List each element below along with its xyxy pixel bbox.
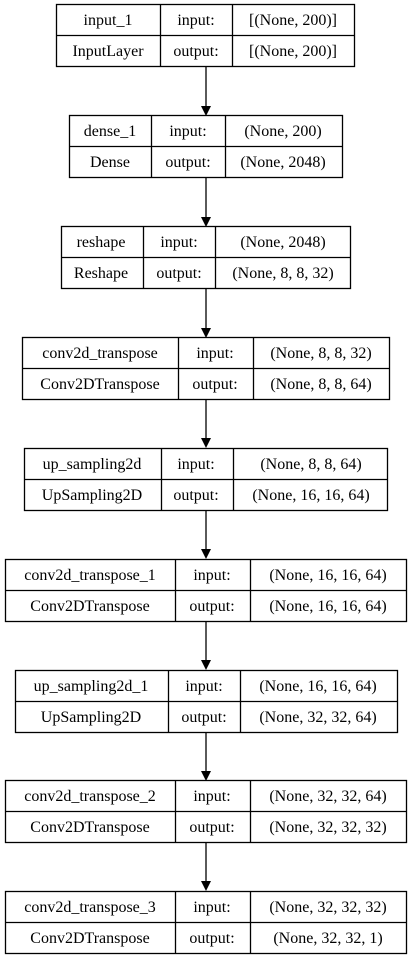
layer-type: Dense (90, 154, 130, 171)
layer-name: up_sampling2d (43, 456, 142, 473)
layer-type: Conv2DTranspose (30, 598, 149, 615)
output-label: output: (189, 819, 234, 836)
connection-arrow (201, 400, 211, 448)
layer-node-conv2d-transpose-2: conv2d_transpose_2 Conv2DTranspose input… (4, 779, 408, 844)
output-label: output: (189, 598, 234, 615)
input-shape: (None, 32, 32, 64) (269, 788, 386, 805)
layer-type: InputLayer (72, 43, 144, 60)
input-label: input: (193, 788, 230, 805)
layer-name: dense_1 (84, 123, 136, 140)
input-label: input: (196, 345, 233, 362)
connection-arrow (201, 733, 211, 781)
output-shape: (None, 8, 8, 32) (232, 265, 333, 282)
layer-name: conv2d_transpose_1 (24, 567, 156, 584)
input-label: input: (193, 899, 230, 916)
layer-name: input_1 (84, 12, 133, 29)
connection-arrow (201, 67, 211, 116)
layer-name: conv2d_transpose (42, 345, 158, 362)
output-shape: (None, 32, 32, 1) (273, 930, 382, 947)
layer-name: conv2d_transpose_3 (24, 899, 156, 916)
layer-type: UpSampling2D (41, 709, 141, 726)
output-shape: (None, 32, 32, 64) (259, 709, 376, 726)
output-label: output: (181, 709, 226, 726)
layer-node-input-1: input_1 InputLayer input: output: [(None… (55, 3, 356, 68)
output-label: output: (173, 487, 218, 504)
output-shape: (None, 16, 16, 64) (269, 598, 386, 615)
input-shape: (None, 200) (244, 123, 321, 140)
input-shape: (None, 2048) (240, 234, 325, 251)
layer-name: up_sampling2d_1 (34, 678, 149, 695)
layer-type: Conv2DTranspose (40, 376, 159, 393)
connection-arrow (201, 178, 211, 227)
output-shape: (None, 2048) (240, 154, 325, 171)
layer-type: Conv2DTranspose (30, 930, 149, 947)
input-shape: (None, 16, 16, 64) (259, 678, 376, 695)
layer-type: UpSampling2D (42, 487, 142, 504)
layer-type: Conv2DTranspose (30, 819, 149, 836)
output-shape: (None, 8, 8, 64) (270, 376, 371, 393)
output-shape: [(None, 200)] (249, 43, 337, 60)
input-shape: (None, 32, 32, 32) (269, 899, 386, 916)
input-shape: (None, 8, 8, 32) (270, 345, 371, 362)
connection-arrow (201, 843, 211, 891)
input-label: input: (177, 456, 214, 473)
input-label: input: (169, 123, 206, 140)
output-shape: (None, 16, 16, 64) (252, 487, 369, 504)
output-label: output: (165, 154, 210, 171)
input-label: input: (160, 234, 197, 251)
input-label: input: (185, 678, 222, 695)
output-label: output: (189, 930, 234, 947)
input-shape: (None, 16, 16, 64) (269, 567, 386, 584)
input-label: input: (193, 567, 230, 584)
layer-node-conv2d-transpose-1: conv2d_transpose_1 Conv2DTranspose input… (4, 558, 408, 623)
connection-arrow (201, 289, 211, 338)
layer-node-up-sampling2d: up_sampling2d UpSampling2D input: output… (23, 447, 389, 512)
layer-type: Reshape (74, 265, 128, 282)
connection-arrow (201, 622, 211, 670)
layer-node-conv2d-transpose-3: conv2d_transpose_3 Conv2DTranspose input… (4, 890, 408, 955)
layer-node-reshape: reshape Reshape input: output: (None, 20… (60, 225, 352, 290)
layer-node-up-sampling2d-1: up_sampling2d_1 UpSampling2D input: outp… (14, 669, 399, 734)
input-shape: (None, 8, 8, 64) (260, 456, 361, 473)
layer-node-dense-1: dense_1 Dense input: output: (None, 200)… (68, 114, 344, 179)
layer-name: conv2d_transpose_2 (24, 788, 156, 805)
layer-node-conv2d-transpose: conv2d_transpose Conv2DTranspose input: … (21, 336, 391, 401)
input-shape: [(None, 200)] (249, 12, 337, 29)
input-label: input: (177, 12, 214, 29)
output-label: output: (192, 376, 237, 393)
output-label: output: (156, 265, 201, 282)
output-shape: (None, 32, 32, 32) (269, 819, 386, 836)
layer-name: reshape (77, 234, 126, 251)
output-label: output: (173, 43, 218, 60)
connection-arrow (201, 511, 211, 559)
